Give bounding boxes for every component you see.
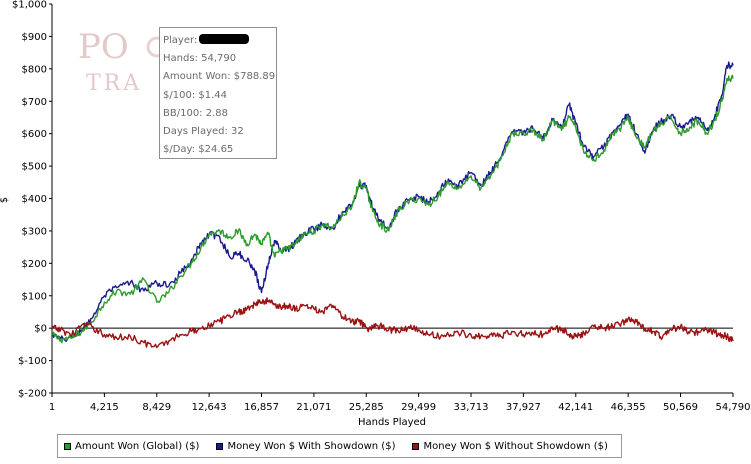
y-tick-label: $100 <box>22 291 47 302</box>
redacted-player-name <box>199 34 250 44</box>
y-tick-label: $1,000 <box>12 0 47 11</box>
x-tick-label: 8,429 <box>142 402 171 413</box>
tooltip-bb-100: BB/100: 2.88 <box>163 107 228 119</box>
y-tick-label: $200 <box>22 259 47 270</box>
tooltip-hands: Hands: 54,790 <box>163 53 237 65</box>
y-axis-title: $ <box>0 197 10 203</box>
legend-swatch-without-showdown <box>412 442 420 450</box>
x-tick-label: 50,569 <box>663 402 698 413</box>
y-tick-label: $0 <box>34 324 47 335</box>
x-tick-label: 54,790 <box>716 402 751 413</box>
y-tick-label: $800 <box>22 64 47 75</box>
y-tick-label: $500 <box>22 162 47 173</box>
watermark-text-top: PO <box>78 27 129 67</box>
y-tick-label: $300 <box>22 226 47 237</box>
series-line-0 <box>51 74 734 344</box>
x-tick-label: 33,713 <box>454 402 489 413</box>
legend-swatch-with-showdown <box>216 442 224 450</box>
x-tick-label: 16,857 <box>244 402 279 413</box>
x-tick-label: 37,927 <box>506 402 541 413</box>
x-tick-label: 4,215 <box>90 402 119 413</box>
tooltip-amount-won: Amount Won: $788.89 <box>163 71 276 83</box>
legend-item-without-showdown: Money Won $ Without Showdown ($) <box>412 440 608 452</box>
y-tick-label: $700 <box>22 97 47 108</box>
series-line-1 <box>51 61 734 342</box>
x-tick-label: 1 <box>49 402 55 413</box>
axis-labels: $-200 $-100 $0 $100 $200 $300 $400 $500 $600 $700… <box>0 0 751 428</box>
x-tick-label: 46,355 <box>611 402 646 413</box>
y-tick-label: $900 <box>22 32 47 43</box>
series-line-2 <box>51 297 734 349</box>
x-axis-title: Hands Played <box>358 417 426 428</box>
tooltip-player-row: Player: <box>163 32 272 50</box>
legend-label-with-showdown: Money Won $ With Showdown ($) <box>227 440 396 452</box>
chart-legend: Amount Won (Global) ($) Money Won $ With… <box>57 434 622 458</box>
y-tick-label: $400 <box>22 194 47 205</box>
tooltip-per-day: $/Day: $24.65 <box>163 144 234 156</box>
watermark-logo: PO TRA <box>78 27 168 96</box>
x-tick-label: 12,643 <box>192 402 227 413</box>
y-tick-label: $-200 <box>18 389 47 400</box>
tooltip-player-label: Player: <box>163 35 198 46</box>
tooltip-per-100: $/100: $1.44 <box>163 89 227 101</box>
x-tick-label: 29,499 <box>401 402 436 413</box>
y-tick-label: $600 <box>22 129 47 140</box>
legend-swatch-amount-won <box>64 442 71 450</box>
player-stats-tooltip: Player: Hands: 54,790 Amount Won: $788.8… <box>159 27 277 159</box>
watermark-text-bottom: TRA <box>86 71 142 96</box>
series-lines <box>51 61 734 349</box>
y-tick-label: $-100 <box>18 356 47 367</box>
legend-item-amount-won: Amount Won (Global) ($) <box>64 441 199 452</box>
x-tick-label: 25,285 <box>349 402 384 413</box>
axes <box>49 3 734 397</box>
x-tick-label: 42,141 <box>558 402 593 413</box>
legend-label-amount-won: Amount Won (Global) ($) <box>75 440 200 452</box>
legend-label-without-showdown: Money Won $ Without Showdown ($) <box>423 440 608 452</box>
legend-item-with-showdown: Money Won $ With Showdown ($) <box>216 441 395 452</box>
tooltip-days-played: Days Played: 32 <box>163 126 244 138</box>
x-tick-label: 21,071 <box>296 402 331 413</box>
